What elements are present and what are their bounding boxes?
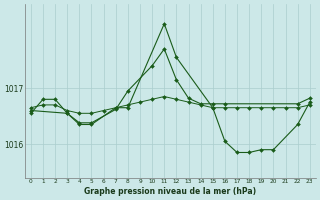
X-axis label: Graphe pression niveau de la mer (hPa): Graphe pression niveau de la mer (hPa) — [84, 187, 256, 196]
